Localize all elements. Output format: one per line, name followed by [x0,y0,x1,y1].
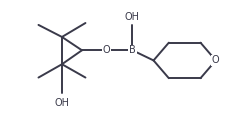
Text: OH: OH [125,12,140,22]
Text: B: B [129,45,136,55]
Text: O: O [103,45,110,55]
Text: OH: OH [54,98,70,108]
Text: O: O [212,55,220,65]
